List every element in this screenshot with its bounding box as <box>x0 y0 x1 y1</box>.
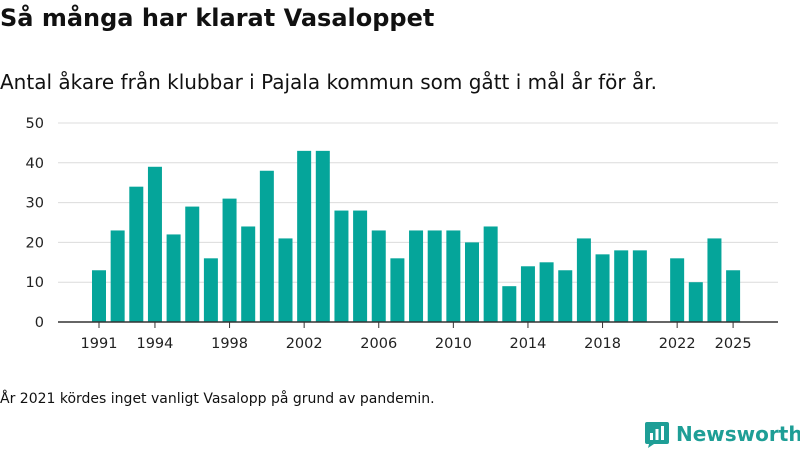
footnote: År 2021 kördes inget vanligt Vasalopp på… <box>0 391 435 407</box>
bar-chart: 0 10 20 30 40 50 1991 1994 1998 2002 2006 2010 2014… <box>26 116 778 352</box>
brand-name: Newsworthy <box>676 422 800 446</box>
y-tick-label: 20 <box>26 235 44 251</box>
brand-logo: Newsworthy <box>644 420 800 448</box>
y-tick-label: 0 <box>35 315 44 331</box>
bar-1999 <box>241 226 256 322</box>
bar-2010 <box>446 230 461 322</box>
x-tick-label: 2025 <box>715 336 752 352</box>
bar-2018 <box>595 254 610 322</box>
x-tick-label: 1994 <box>136 336 173 352</box>
x-tick-label: 2022 <box>659 336 696 352</box>
bar-2015 <box>539 262 554 322</box>
bar-2017 <box>576 238 591 322</box>
bar-2025 <box>726 270 741 322</box>
x-tick-label: 2014 <box>509 336 546 352</box>
bar-2016 <box>558 270 573 322</box>
bar-2006 <box>371 230 386 322</box>
bar-2023 <box>688 282 703 322</box>
y-tick-label: 30 <box>26 196 44 212</box>
x-axis-labels: 1991 1994 1998 2002 2006 2010 2014 2018 2022 2025 <box>81 336 752 352</box>
bar-1997 <box>203 258 218 322</box>
bar-1993 <box>129 186 144 322</box>
chart-subtitle: Antal åkare från klubbar i Pajala kommun… <box>0 70 657 94</box>
bar-2014 <box>520 266 535 322</box>
x-tick-label: 2010 <box>435 336 472 352</box>
x-tick-label: 2006 <box>360 336 397 352</box>
chart-title: Så många har klarat Vasaloppet <box>0 4 435 32</box>
y-tick-label: 40 <box>26 156 44 172</box>
newsworthy-logo-icon <box>645 422 669 448</box>
y-tick-label: 10 <box>26 275 44 291</box>
bar-1994 <box>147 166 162 322</box>
bar-2013 <box>502 286 517 322</box>
bar-2020 <box>632 250 647 322</box>
bar-2005 <box>353 210 368 322</box>
bar-2007 <box>390 258 405 322</box>
bar-2001 <box>278 238 293 322</box>
y-axis-labels: 0 10 20 30 40 50 <box>26 116 44 331</box>
bar-1998 <box>222 198 237 322</box>
x-tick-label: 2018 <box>584 336 621 352</box>
bar-2012 <box>483 226 498 322</box>
x-tick-label: 1998 <box>211 336 248 352</box>
x-tick-label: 1991 <box>81 336 118 352</box>
bar-1991 <box>92 270 106 322</box>
bar-2011 <box>465 242 479 322</box>
bar-2024 <box>707 238 722 322</box>
bar-2003 <box>315 150 330 322</box>
x-tick-label: 2002 <box>286 336 323 352</box>
bar-1992 <box>110 230 125 322</box>
bars <box>92 150 741 322</box>
bar-1996 <box>185 206 200 322</box>
bar-1995 <box>166 234 181 322</box>
bar-2002 <box>297 150 312 322</box>
bar-2004 <box>334 210 349 322</box>
y-tick-label: 50 <box>26 116 44 132</box>
bar-2019 <box>614 250 629 322</box>
bar-2000 <box>259 170 274 322</box>
bar-2022 <box>670 258 685 322</box>
bar-2008 <box>409 230 424 322</box>
bar-2009 <box>427 230 442 322</box>
x-axis <box>58 321 778 328</box>
